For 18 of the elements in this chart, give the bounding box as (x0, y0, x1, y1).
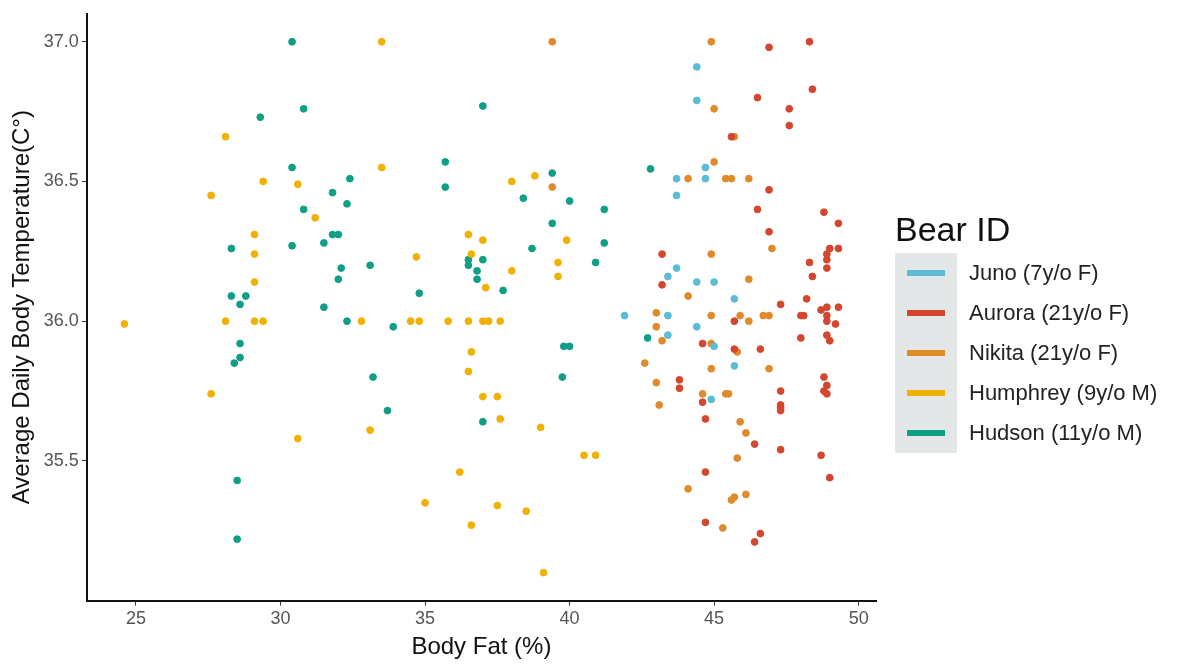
y-tick-label: 37.0 (43, 30, 79, 51)
x-tick-label: 45 (704, 608, 725, 629)
x-tick-label: 50 (848, 608, 869, 629)
legend-title: Bear ID (895, 210, 1012, 249)
y-tick-label: 35.5 (43, 449, 79, 470)
legend-label: Aurora (21y/o F) (969, 300, 1130, 326)
y-tick-label: 36.0 (43, 310, 79, 331)
legend-label: Juno (7y/o F) (969, 260, 1099, 286)
y-tick-label: 36.5 (43, 170, 79, 191)
legend-label: Nikita (21y/o F) (969, 340, 1119, 366)
x-tick-label: 35 (415, 608, 436, 629)
y-axis-title: Average Daily Body Temperature(C°) (7, 110, 35, 505)
legend-label: Humphrey (9y/o M) (969, 380, 1158, 406)
legend-label: Hudson (11y/o M) (969, 420, 1143, 446)
x-tick-label: 40 (559, 608, 580, 629)
x-axis-title: Body Fat (%) (411, 632, 552, 660)
x-tick-label: 25 (125, 608, 146, 629)
x-tick-label: 30 (270, 608, 291, 629)
